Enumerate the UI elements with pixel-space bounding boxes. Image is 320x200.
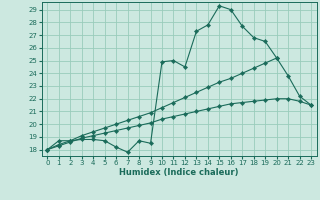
X-axis label: Humidex (Indice chaleur): Humidex (Indice chaleur) [119, 168, 239, 177]
